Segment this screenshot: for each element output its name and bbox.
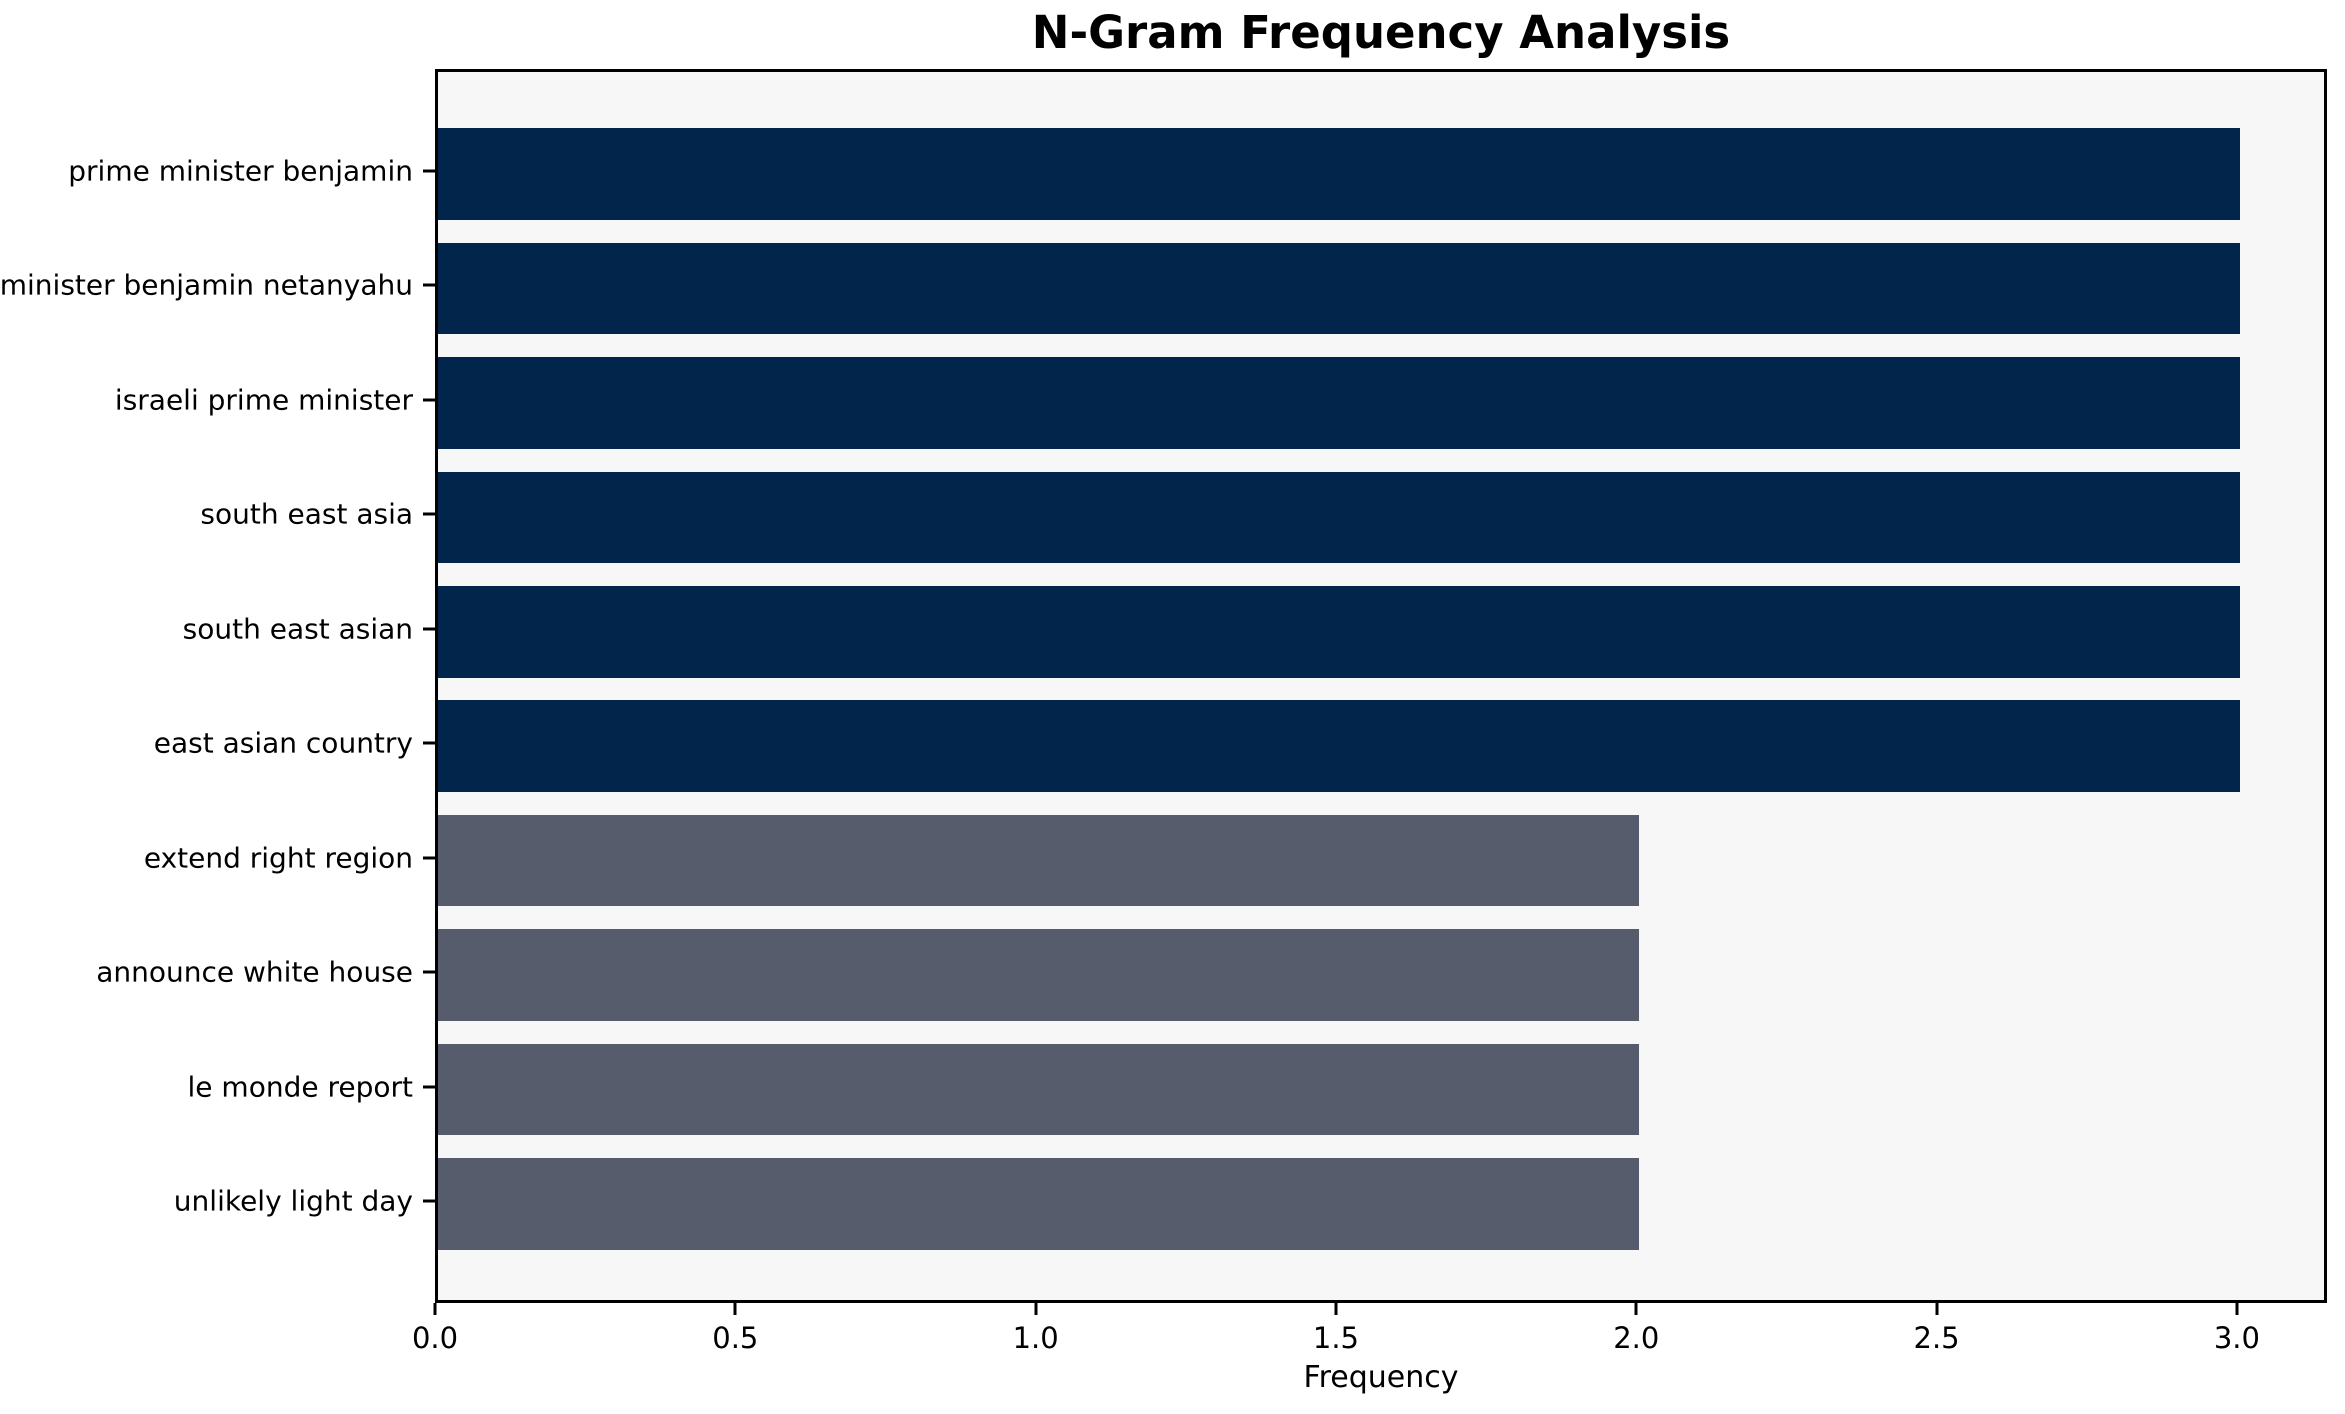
y-tick-label: south east asia xyxy=(200,497,413,531)
x-tick-label: 2.0 xyxy=(1613,1321,1660,1355)
y-tick-label: israeli prime minister xyxy=(114,383,413,417)
x-tick-mark xyxy=(1034,1303,1038,1315)
bar xyxy=(438,242,2240,335)
bar xyxy=(438,128,2240,220)
y-tick-label: south east asian xyxy=(182,612,413,646)
x-tick-label: 1.5 xyxy=(1312,1321,1359,1355)
x-tick-mark xyxy=(1334,1303,1338,1315)
y-tick-mark xyxy=(423,1199,435,1203)
y-tick-mark xyxy=(423,169,435,173)
bar xyxy=(438,1158,1640,1250)
y-tick-mark xyxy=(423,627,435,631)
bar xyxy=(438,471,2240,564)
y-tick-mark xyxy=(423,741,435,745)
x-tick-label: 3.0 xyxy=(2213,1321,2260,1355)
y-tick-mark xyxy=(423,1085,435,1089)
y-tick-mark xyxy=(423,398,435,402)
y-tick-mark xyxy=(423,856,435,860)
bar xyxy=(438,357,2240,449)
y-tick-label: minister benjamin netanyahu xyxy=(0,268,413,302)
x-tick-mark xyxy=(1634,1303,1638,1315)
bar xyxy=(438,585,2240,678)
x-tick-label: 0.0 xyxy=(411,1321,459,1355)
bar xyxy=(438,700,2240,792)
plot-area xyxy=(435,69,2327,1303)
x-tick-mark xyxy=(1935,1303,1939,1315)
bar xyxy=(438,929,1640,1021)
bar xyxy=(438,1043,1640,1136)
y-tick-label: le monde report xyxy=(187,1070,413,1104)
chart-title: N-Gram Frequency Analysis xyxy=(1031,6,1731,59)
x-axis-label: Frequency xyxy=(1303,1360,1459,1395)
y-tick-label: east asian country xyxy=(153,726,413,760)
bar xyxy=(438,814,1640,907)
x-tick-label: 0.5 xyxy=(712,1321,759,1355)
y-tick-mark xyxy=(423,283,435,287)
y-tick-label: prime minister benjamin xyxy=(68,154,413,188)
x-tick-mark xyxy=(2235,1303,2239,1315)
y-tick-label: extend right region xyxy=(143,841,413,875)
x-tick-mark xyxy=(733,1303,737,1315)
x-tick-mark xyxy=(433,1303,437,1315)
x-tick-label: 1.0 xyxy=(1012,1321,1059,1355)
x-tick-label: 2.5 xyxy=(1913,1321,1960,1355)
y-tick-label: announce white house xyxy=(96,955,413,989)
y-tick-mark xyxy=(423,970,435,974)
y-tick-mark xyxy=(423,512,435,516)
y-tick-label: unlikely light day xyxy=(173,1184,413,1218)
